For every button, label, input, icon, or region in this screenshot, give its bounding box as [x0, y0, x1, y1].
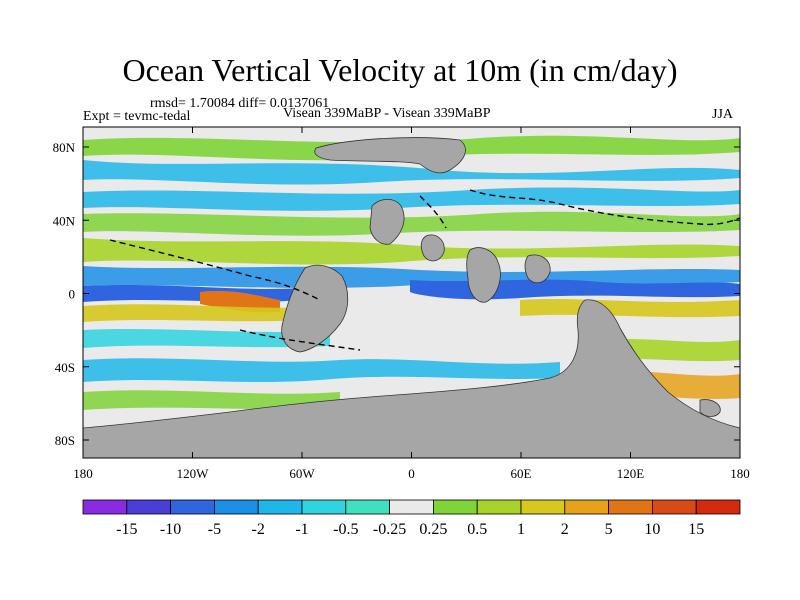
island-landmass — [466, 247, 501, 303]
colorbar-label: 15 — [688, 521, 704, 538]
colorbar: -15 -10 -5 -2 -1 -0.5 -0.25 0.25 0.5 1 2 5 10 15 — [82, 499, 741, 538]
map-plot-area — [83, 127, 740, 458]
y-tick-label: 40N — [53, 213, 76, 228]
colorbar-label: 10 — [644, 521, 660, 538]
land-masses — [83, 137, 740, 458]
y-tick-label: 40S — [55, 360, 75, 375]
map-title: Ocean Vertical Velocity at 10m (in cm/da… — [122, 52, 678, 88]
colorbar-label: -15 — [116, 521, 137, 538]
colorbar-swatch — [301, 499, 347, 515]
velocity-band — [83, 304, 330, 322]
x-tick-label: 60E — [511, 466, 532, 481]
central-continent — [281, 264, 349, 353]
x-tick-label: 60W — [289, 466, 315, 481]
colorbar-swatch — [652, 499, 697, 515]
x-tick-label: 0 — [408, 466, 415, 481]
x-tick-label: 180 — [730, 466, 750, 481]
colorbar-swatch — [695, 499, 741, 515]
x-tick-label: 120W — [177, 466, 210, 481]
coastline-dash — [109, 239, 321, 301]
island-landmass — [369, 199, 405, 245]
island-landmass — [420, 234, 445, 262]
x-axis: 180 120W 60W 0 60E 120E 180 — [73, 127, 750, 481]
statistics-line: rmsd= 1.70084 diff= 0.0137061 — [150, 96, 330, 111]
colorbar-label: -0.25 — [373, 521, 406, 538]
colorbar-swatch — [257, 499, 303, 515]
colorbar-label: 0.5 — [467, 521, 487, 538]
colorbar-label: 5 — [605, 521, 613, 538]
colorbar-swatch — [564, 499, 609, 515]
runs-label: Visean 339MaBP - Visean 339MaBP — [283, 106, 491, 121]
coastline-dash — [419, 195, 447, 229]
y-tick-label: 80N — [53, 140, 76, 155]
velocity-band — [520, 299, 740, 318]
velocity-band — [83, 358, 560, 382]
velocity-band — [83, 390, 340, 410]
colorbar-swatch — [389, 499, 434, 515]
coastline-dash — [239, 329, 361, 351]
x-tick-label: 120E — [617, 466, 645, 481]
coastline-dash — [469, 189, 740, 226]
colorbar-label: -10 — [160, 521, 181, 538]
colorbar-label: 1 — [517, 521, 525, 538]
colorbar-swatch — [170, 499, 215, 515]
colorbar-swatch — [432, 499, 478, 515]
northern-landmass — [314, 137, 466, 174]
y-axis: 80N 40N 0 40S 80S — [53, 140, 740, 448]
island-landmass — [524, 254, 551, 284]
colorbar-swatch — [476, 499, 522, 515]
colorbar-label: 0.25 — [419, 521, 447, 538]
paleo-coastlines — [109, 189, 740, 351]
velocity-band — [83, 160, 740, 185]
colorbar-label: -5 — [208, 521, 221, 538]
colorbar-label: -0.5 — [333, 521, 358, 538]
colorbar-swatch — [213, 499, 259, 515]
colorbar-swatch — [345, 499, 390, 515]
colorbar-label: -2 — [252, 521, 265, 538]
velocity-band — [83, 211, 740, 236]
colorbar-swatch — [520, 499, 566, 515]
colorbar-swatch — [82, 499, 128, 515]
island-landmass — [699, 399, 721, 417]
velocity-band — [83, 187, 740, 211]
x-tick-label: 180 — [73, 466, 93, 481]
experiment-label: Expt = tevmc-tedal — [83, 109, 191, 124]
y-tick-label: 0 — [69, 287, 76, 302]
colorbar-swatch — [126, 499, 172, 515]
colorbar-label: 2 — [561, 521, 569, 538]
y-tick-label: 80S — [55, 433, 75, 448]
southern-continent — [83, 299, 740, 458]
colorbar-swatch — [608, 499, 653, 515]
velocity-band — [83, 238, 740, 265]
season-label: JJA — [712, 107, 734, 122]
velocity-band — [83, 329, 330, 348]
colorbar-label: -1 — [295, 521, 308, 538]
